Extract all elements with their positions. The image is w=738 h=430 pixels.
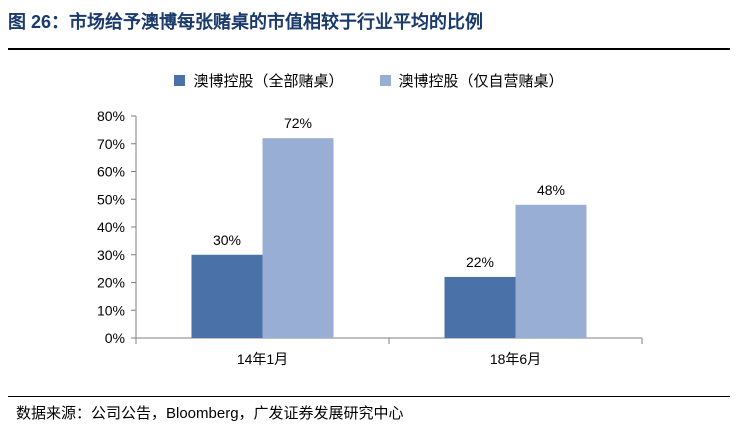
- bar: [444, 276, 516, 338]
- y-tick-label: 30%: [97, 247, 125, 263]
- y-tick-label: 50%: [97, 191, 125, 207]
- title-divider: [8, 48, 730, 50]
- x-tick-label: 14年1月: [237, 351, 288, 367]
- legend-item-series-2: 澳博控股（仅自营赌桌）: [379, 70, 564, 91]
- data-label: 48%: [537, 182, 565, 198]
- legend-label-series-2: 澳博控股（仅自营赌桌）: [398, 73, 564, 90]
- legend-item-series-1: 澳博控股（全部赌桌）: [174, 70, 344, 91]
- bar: [262, 138, 334, 338]
- figure-title: 图 26：市场给予澳博每张赌桌的市值相较于行业平均的比例: [8, 12, 484, 32]
- y-tick-label: 20%: [97, 275, 125, 291]
- data-label: 72%: [284, 115, 312, 131]
- data-label: 30%: [213, 232, 241, 248]
- legend-swatch-series-1: [174, 75, 186, 86]
- legend-swatch-series-2: [379, 75, 391, 86]
- y-tick-label: 10%: [97, 302, 125, 318]
- bar: [191, 254, 263, 338]
- y-tick-label: 80%: [97, 108, 125, 124]
- source-note: 数据来源：公司公告，Bloomberg，广发证券发展研究中心: [16, 405, 404, 422]
- footer-divider: [8, 396, 730, 397]
- y-tick-label: 60%: [97, 164, 125, 180]
- bar: [515, 204, 587, 338]
- chart-legend: 澳博控股（全部赌桌） 澳博控股（仅自营赌桌）: [0, 70, 738, 91]
- x-tick-label: 18年6月: [490, 351, 541, 367]
- y-tick-label: 70%: [97, 136, 125, 152]
- y-tick-label: 0%: [105, 330, 125, 346]
- data-label: 22%: [466, 254, 494, 270]
- y-tick-label: 40%: [97, 219, 125, 235]
- legend-label-series-1: 澳博控股（全部赌桌）: [193, 73, 344, 90]
